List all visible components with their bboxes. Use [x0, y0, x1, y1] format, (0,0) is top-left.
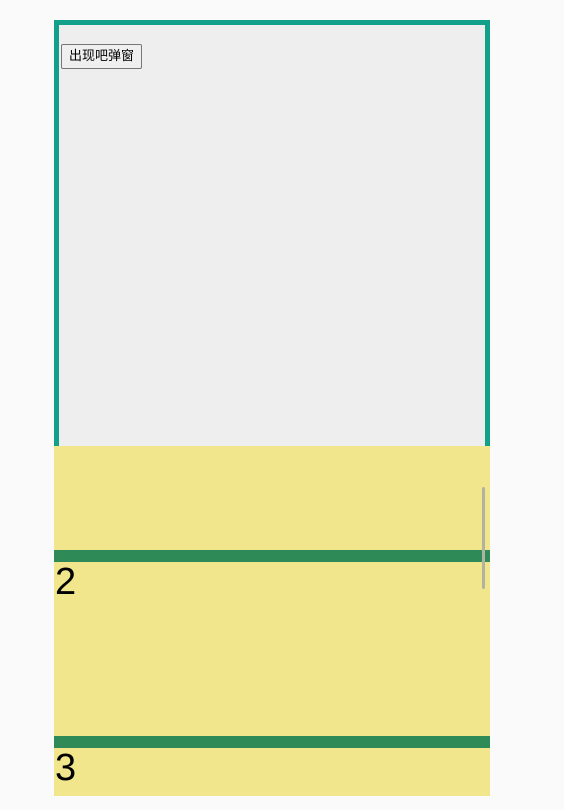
popup-scrollbar-thumb[interactable] — [482, 487, 485, 589]
open-popup-button[interactable]: 出现吧弹窗 — [61, 44, 143, 69]
popup-list-item-3: 3 — [54, 736, 490, 788]
popup-item-divider — [54, 550, 490, 562]
popup-item-label: 3 — [55, 747, 77, 789]
app-stage: 出现吧弹窗 2 3 — [54, 20, 490, 796]
main-frame: 出现吧弹窗 — [54, 20, 490, 450]
popup-item-divider — [54, 736, 490, 748]
popup-panel[interactable]: 2 3 — [54, 446, 490, 796]
popup-list-item-2: 2 — [54, 550, 490, 602]
popup-item-label: 2 — [55, 561, 77, 603]
